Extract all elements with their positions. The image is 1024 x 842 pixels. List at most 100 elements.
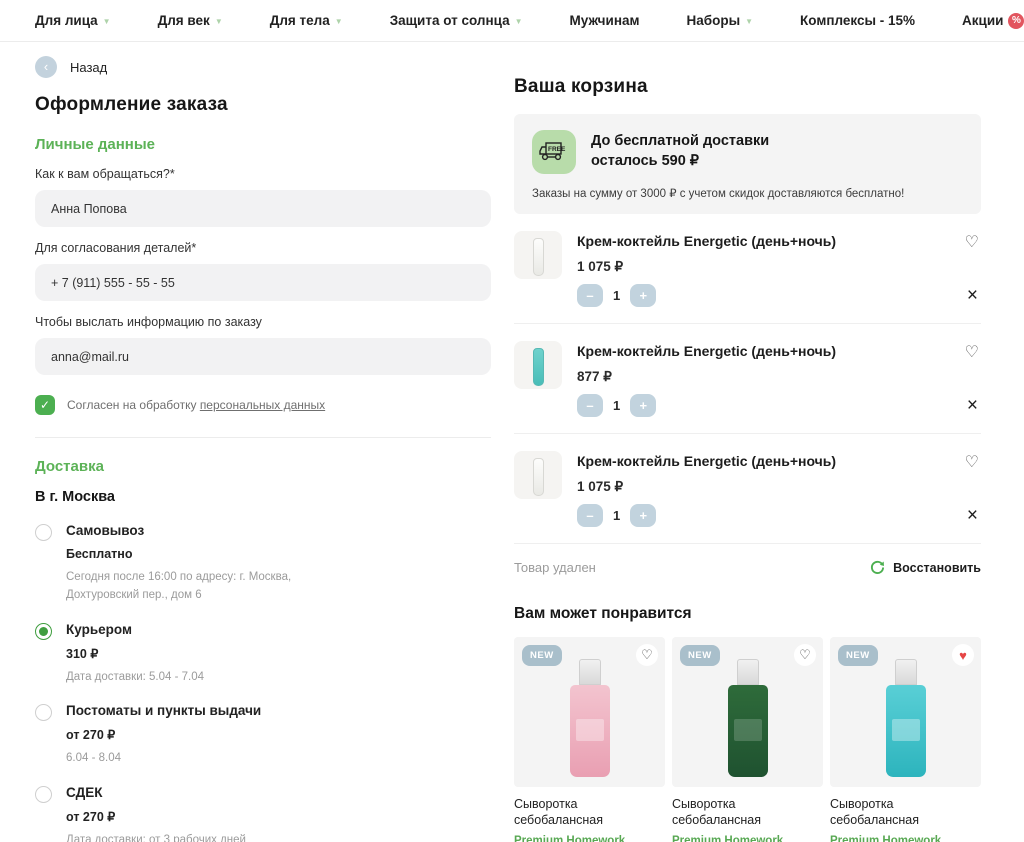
nav-label: Для тела: [269, 13, 330, 28]
back-button[interactable]: ‹: [35, 56, 57, 78]
option-note: Сегодня после 16:00 по адресу: г. Москва…: [66, 571, 292, 601]
nav-item-face[interactable]: Для лица ▼: [35, 13, 111, 28]
nav-item-complexes[interactable]: Комплексы - 15%: [800, 13, 915, 28]
quantity-stepper: – 1 +: [577, 394, 836, 417]
product-thumbnail: [514, 341, 562, 389]
free-delivery-note: Заказы на сумму от 3000 ₽ с учетом скидо…: [532, 188, 905, 200]
decrease-quantity-button[interactable]: –: [577, 504, 603, 527]
product-image: NEW ♥: [830, 637, 981, 787]
nav-label: Комплексы - 15%: [800, 13, 916, 28]
free-delivery-line2: осталось 590 ₽: [591, 153, 700, 169]
consent-checkbox[interactable]: ✓: [35, 395, 55, 415]
cart-item: Крем-коктейль Energetic (день+ночь) 877 …: [514, 324, 981, 434]
option-price: от 270 ₽: [66, 810, 116, 825]
decrease-quantity-button[interactable]: –: [577, 284, 603, 307]
free-delivery-line1: До бесплатной доставки: [591, 133, 770, 150]
delivery-option-cdek: СДЕК от 270 ₽ Дата доставки: от 3 рабочи…: [35, 785, 491, 842]
new-badge: NEW: [838, 645, 878, 666]
cart-item: Крем-коктейль Energetic (день+ночь) 1 07…: [514, 214, 981, 324]
favorite-heart-icon[interactable]: ♡: [794, 644, 816, 666]
remove-item-icon[interactable]: ×: [966, 395, 978, 416]
chevron-left-icon: ‹: [43, 59, 49, 74]
increase-quantity-button[interactable]: +: [630, 394, 657, 417]
chevron-down-icon: ▼: [745, 17, 754, 26]
nav-item-sets[interactable]: Наборы ▼: [686, 13, 753, 28]
radio-pickup[interactable]: [35, 524, 52, 541]
product-name: Сыворотка себобалансная: [830, 797, 920, 828]
name-field[interactable]: [35, 190, 491, 227]
quantity-value: 1: [613, 398, 621, 413]
nav-label: Акции: [962, 13, 1004, 28]
favorite-heart-icon[interactable]: ♡: [964, 344, 979, 361]
personal-data-heading: Личные данные: [35, 136, 155, 153]
personal-data-link[interactable]: персональных данных: [199, 398, 326, 412]
nav-item-eyes[interactable]: Для век ▼: [158, 13, 223, 28]
product-card[interactable]: NEW ♡ Сыворотка себобалансная Premium Ho…: [672, 637, 823, 842]
nav-label: Мужчинам: [569, 13, 640, 28]
favorite-heart-icon[interactable]: ♡: [636, 644, 658, 666]
check-icon: ✓: [39, 398, 51, 412]
option-note: Дата доставки: 5.04 - 7.04: [66, 670, 204, 683]
chevron-down-icon: ▼: [102, 17, 111, 26]
product-image: NEW ♡: [514, 637, 665, 787]
nav-item-promos[interactable]: Акции%: [962, 12, 1024, 29]
quantity-value: 1: [613, 288, 621, 303]
restore-item-button[interactable]: Восстановить: [870, 560, 981, 575]
chevron-down-icon: ▼: [214, 17, 223, 26]
free-delivery-banner: FREE До бесплатной доставки осталось 590…: [514, 114, 981, 214]
email-label: Чтобы выслать информацию по заказу: [35, 315, 262, 329]
product-name: Сыворотка себобалансная: [514, 797, 604, 828]
product-brand: Premium Homework: [830, 834, 942, 842]
nav-item-body[interactable]: Для тела ▼: [270, 13, 343, 28]
radio-lockers[interactable]: [35, 704, 52, 722]
free-delivery-title: До бесплатной доставки осталось 590 ₽: [591, 132, 769, 171]
removed-item-row: Товар удален Восстановить: [514, 544, 981, 579]
product-bottle-illustration: [885, 659, 926, 777]
increase-quantity-button[interactable]: +: [630, 284, 657, 307]
radio-cdek[interactable]: [35, 786, 52, 804]
nav-label: Наборы: [686, 13, 741, 28]
refresh-icon: [871, 560, 885, 574]
favorite-heart-icon[interactable]: ♡: [964, 234, 979, 251]
nav-item-sun-protection[interactable]: Защита от солнца ▼: [390, 13, 523, 28]
remove-item-icon[interactable]: ×: [966, 505, 978, 526]
option-note: Дата доставки: от 3 рабочих дней: [66, 834, 246, 842]
page-title: Оформление заказа: [35, 94, 228, 115]
phone-field[interactable]: [35, 264, 491, 301]
email-field[interactable]: [35, 338, 491, 375]
decrease-quantity-button[interactable]: –: [577, 394, 603, 417]
chevron-down-icon: ▼: [514, 17, 523, 26]
consent-text: Согласен на обработку персональных данны…: [67, 398, 325, 412]
quantity-stepper: – 1 +: [577, 504, 836, 527]
nav-item-men[interactable]: Мужчинам: [570, 13, 640, 28]
delivery-option-pickup: Самовывоз Бесплатно Сегодня после 16:00 …: [35, 523, 491, 605]
option-price: Бесплатно: [66, 547, 133, 561]
cart-item-price: 1 075 ₽: [577, 479, 624, 494]
restore-label: Восстановить: [893, 560, 981, 575]
favorite-heart-icon[interactable]: ♡: [964, 454, 979, 471]
product-card[interactable]: NEW ♡ Сыворотка себобалансная Premium Ho…: [514, 637, 665, 842]
nav-label: Для лица: [35, 13, 98, 28]
increase-quantity-button[interactable]: +: [630, 504, 657, 527]
option-label: Самовывоз: [66, 523, 145, 538]
option-label: СДЕК: [66, 785, 103, 801]
cart-item-name: Крем-коктейль Energetic (день+ночь): [577, 233, 837, 249]
favorite-heart-icon-active[interactable]: ♥: [952, 644, 974, 666]
quantity-value: 1: [613, 508, 621, 523]
product-card[interactable]: NEW ♥ Сыворотка себобалансная Premium Ho…: [830, 637, 981, 842]
product-thumbnail: [514, 451, 562, 499]
cart-item-price: 877 ₽: [577, 369, 612, 384]
option-label: Постоматы и пункты выдачи: [66, 703, 262, 719]
cart-item-name: Крем-коктейль Energetic (день+ночь): [577, 453, 837, 469]
product-thumbnail: [514, 231, 562, 279]
phone-label: Для согласования деталей*: [35, 241, 197, 255]
radio-courier[interactable]: [35, 622, 52, 640]
remove-item-icon[interactable]: ×: [966, 285, 978, 306]
product-image: NEW ♡: [672, 637, 823, 787]
product-name: Сыворотка себобалансная: [672, 797, 762, 828]
suggestions-title: Вам может понравится: [514, 605, 692, 622]
consent-text-static: Согласен на обработку: [67, 398, 197, 412]
option-note: 6.04 - 8.04: [66, 752, 121, 765]
quantity-stepper: – 1 +: [577, 284, 836, 307]
cart-title: Ваша корзина: [514, 76, 648, 97]
